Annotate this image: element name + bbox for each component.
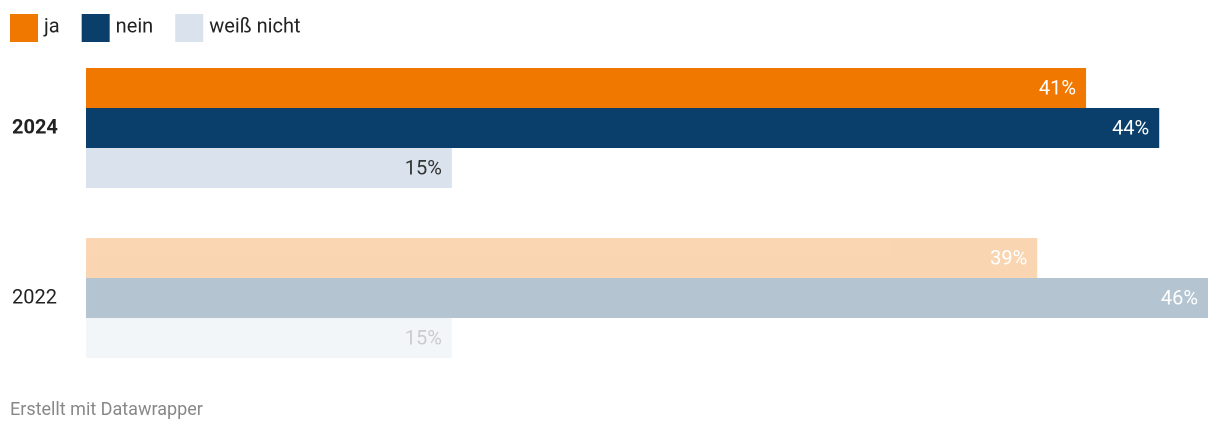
- bar: [86, 148, 452, 188]
- value-label: 41%: [1039, 75, 1076, 99]
- value-label: 15%: [405, 325, 442, 349]
- value-label: 39%: [990, 245, 1027, 269]
- bar: [86, 318, 452, 358]
- bar: [86, 278, 1208, 318]
- legend-swatch: [175, 14, 204, 42]
- value-label: 15%: [405, 155, 442, 179]
- footer: Erstellt mit Datawrapper: [10, 399, 203, 420]
- bar-group: 39% 46% 15%: [86, 238, 1208, 358]
- category-label: 2022: [12, 284, 57, 308]
- bar: [86, 68, 1087, 108]
- legend-label: weiß nicht: [209, 13, 300, 37]
- legend-label: nein: [116, 13, 154, 37]
- bar: [86, 238, 1038, 278]
- value-label: 46%: [1161, 285, 1198, 309]
- value-label: 44%: [1112, 115, 1149, 139]
- bar: [86, 108, 1160, 148]
- legend-swatch: [10, 14, 38, 42]
- legend-swatch: [81, 14, 110, 42]
- legend-label: ja: [43, 13, 60, 37]
- category-label: 2024: [12, 114, 58, 138]
- bar-group: 41% 44% 15%: [86, 68, 1160, 188]
